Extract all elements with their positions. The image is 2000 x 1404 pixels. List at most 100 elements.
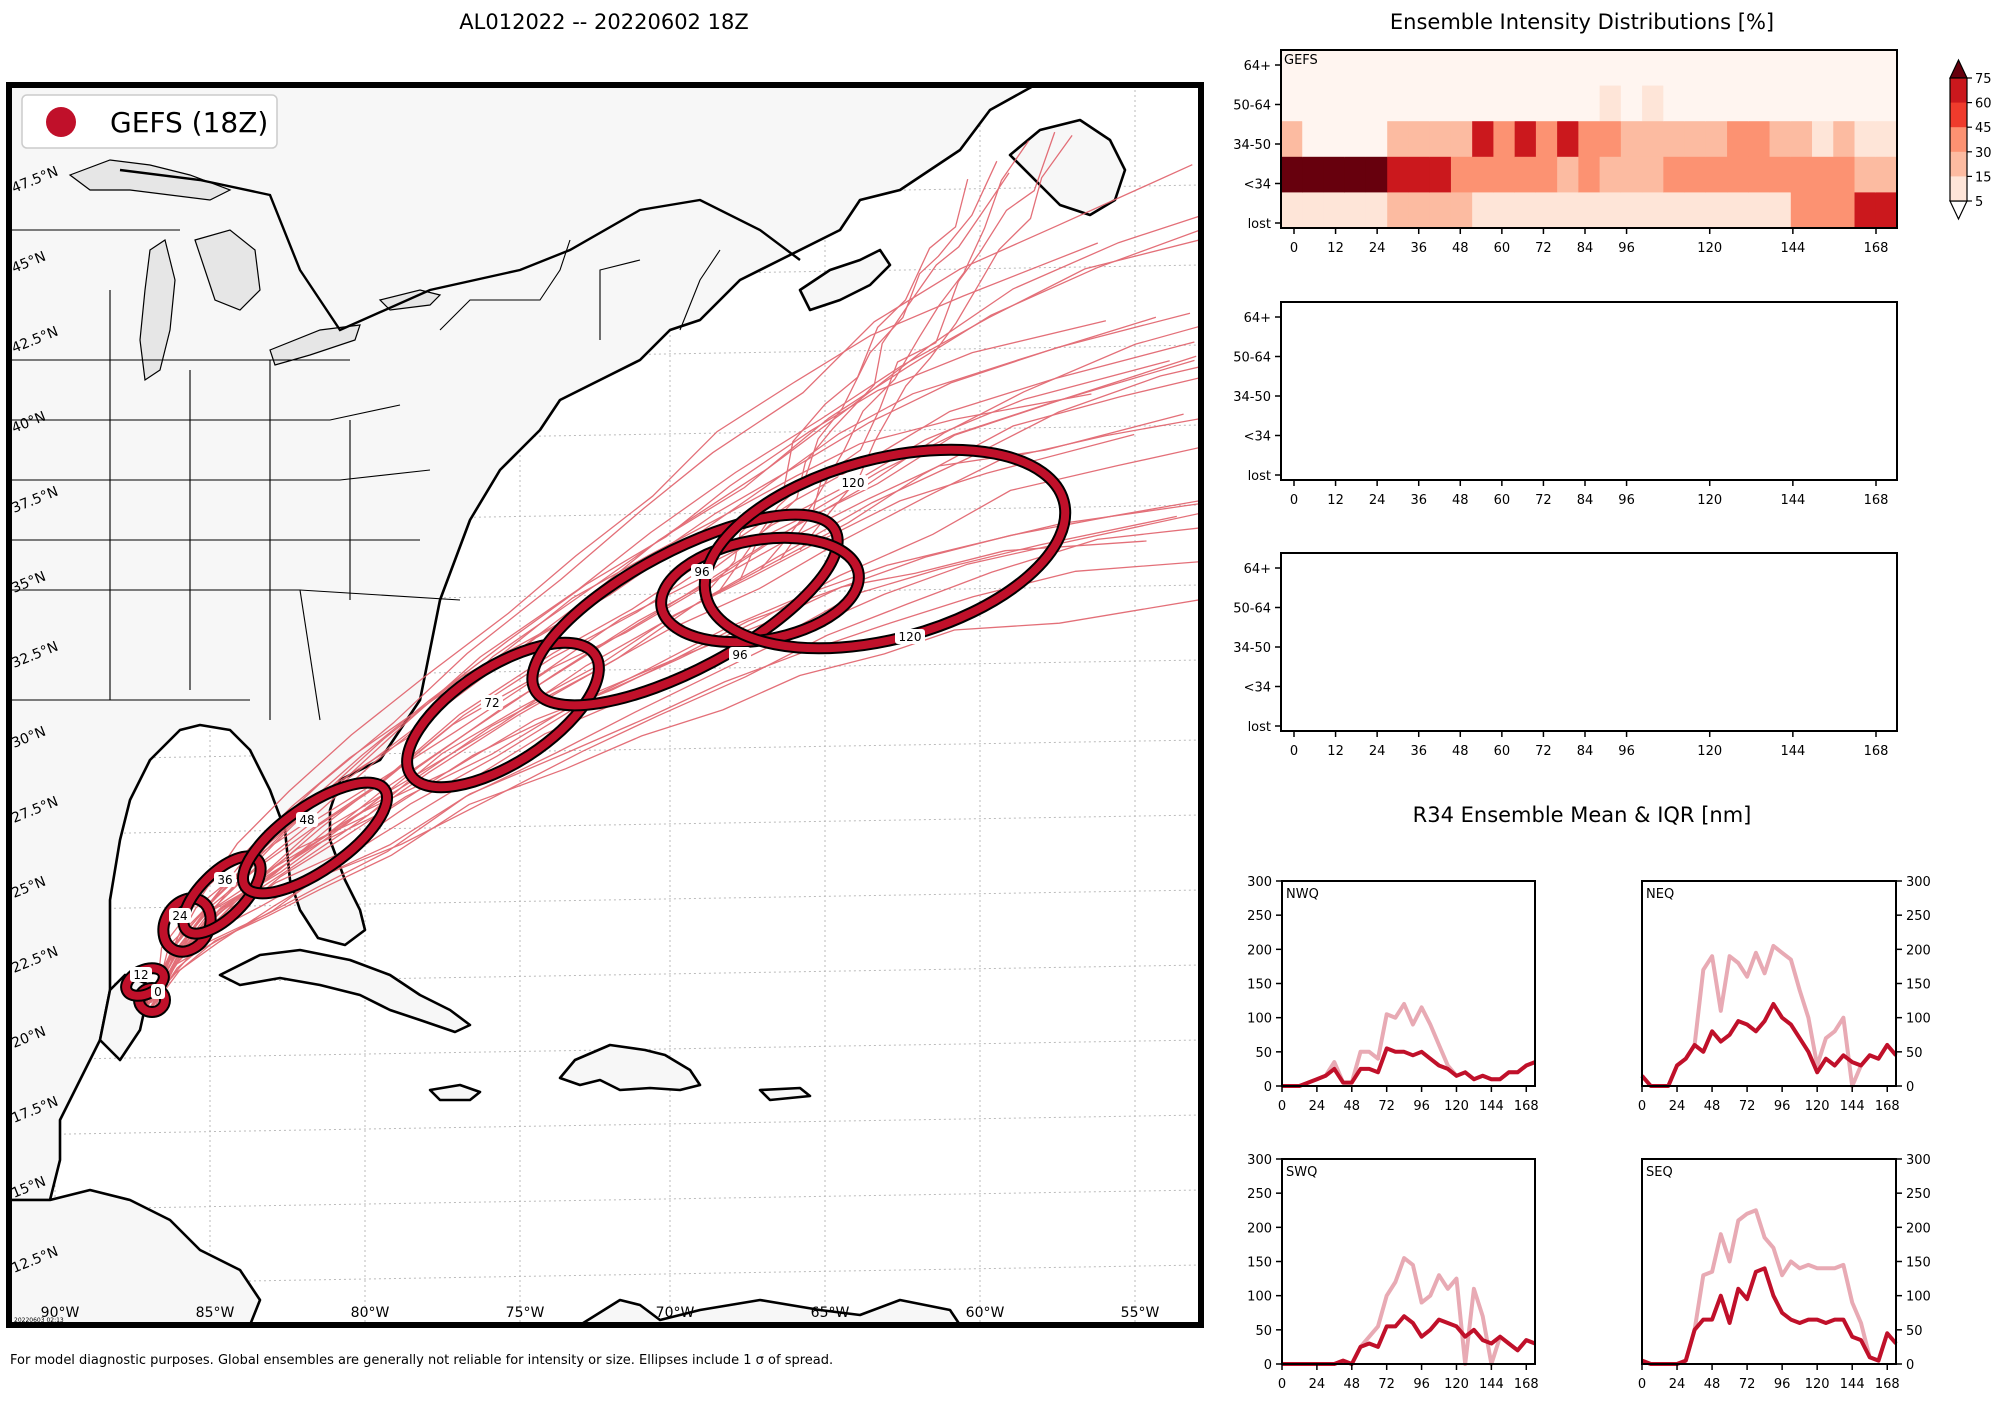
south-america-landmass: [578, 1298, 962, 1325]
heatmap-cell: [1812, 156, 1834, 193]
central-america-landmass: [9, 1188, 262, 1325]
mean-line: [1282, 1314, 1536, 1366]
intensity-panel: 64+ 50-64 34-50 <34 lost 0 12 24 36 48 60 72 84 96 120…: [1233, 301, 1898, 508]
y-tick-label: 300: [1906, 1153, 1931, 1168]
heatmap-cell: [1854, 192, 1877, 229]
heatmap-cell: [1620, 192, 1643, 229]
heatmap-cell: [1472, 121, 1494, 158]
heatmap-cell: [1281, 85, 1303, 122]
heatmap-cell: [1790, 85, 1813, 122]
heatmap-cell: [1387, 192, 1409, 229]
x-tick-label: 24: [1309, 1099, 1326, 1114]
heatmap-cell: [1663, 156, 1686, 193]
lon-label: 85°W: [196, 1305, 235, 1321]
x-tick-label: 48: [1344, 1099, 1361, 1114]
heatmap-cell: [1344, 85, 1367, 122]
lon-label: 70°W: [656, 1305, 695, 1321]
heatmap-cell: [1642, 192, 1664, 229]
heatmap-cell: [1578, 121, 1601, 158]
heatmap-cell: [1535, 121, 1558, 158]
x-tick-label: 48: [1704, 1099, 1721, 1114]
x-tick-label: 72: [1378, 1377, 1395, 1392]
heatmap-cell: [1875, 50, 1898, 87]
colorbar-segment: [1950, 102, 1967, 128]
heatmap-cell: [1472, 85, 1494, 122]
colorbar-tick-label: 5: [1975, 195, 1983, 210]
x-tick-label: 120: [1805, 1099, 1830, 1114]
y-category-label: 64+: [1244, 311, 1271, 326]
y-category-label: lost: [1248, 720, 1271, 735]
heatmap-cell: [1514, 50, 1537, 87]
x-tick-label: 144: [1840, 1377, 1865, 1392]
x-tick-label: 72: [1378, 1099, 1395, 1114]
x-tick-label: 24: [1369, 744, 1386, 759]
heatmap-cell: [1833, 85, 1856, 122]
y-category-label: <34: [1244, 681, 1271, 696]
intensity-title: Ensemble Intensity Distributions [%]: [1390, 10, 1774, 34]
iqr-line: [1282, 1256, 1536, 1366]
heatmap-cell: [1429, 121, 1452, 158]
x-tick-label: 96: [1413, 1099, 1430, 1114]
y-category-label: <34: [1244, 178, 1271, 193]
heatmap-cell: [1705, 121, 1728, 158]
svg-text:120: 120: [842, 476, 865, 490]
r34-panel: NWQ 0 50 100 150 200 250 300 0 24 48 72 96 120 144 168: [1247, 875, 1539, 1114]
footer-note: For model diagnostic purposes. Global en…: [10, 1353, 833, 1368]
heatmap-cell: [1812, 50, 1834, 87]
x-tick-label: 36: [1410, 493, 1427, 508]
y-category-label: 64+: [1244, 562, 1271, 577]
forecast-ellipse: [236, 776, 394, 900]
x-tick-label: 60: [1494, 744, 1511, 759]
ellipse-hour-label: 96: [729, 647, 751, 662]
y-category-label: 34-50: [1233, 138, 1271, 153]
svg-text:48: 48: [299, 813, 314, 827]
heatmap-cell: [1493, 85, 1516, 122]
heatmap-cell: [1790, 121, 1813, 158]
x-tick-label: 144: [1780, 493, 1805, 508]
uncertainty-ellipses: 0 12 24 36 48 72 96 96 120 120: [120, 443, 1072, 1018]
heatmap-cell: [1769, 156, 1792, 193]
svg-text:120: 120: [899, 630, 922, 644]
heatmap-cell: [1620, 121, 1643, 158]
ellipse-hour-label: 0: [151, 984, 165, 999]
y-tick-label: 50: [1906, 1046, 1923, 1061]
y-tick-label: 0: [1264, 1080, 1272, 1095]
heatmap-cell: [1769, 85, 1792, 122]
x-tick-label: 120: [1444, 1099, 1469, 1114]
ellipse-hour-label: 96: [691, 564, 713, 579]
heatmap-cell: [1727, 121, 1749, 158]
heatmap-cell: [1302, 85, 1324, 122]
heatmap-cell: [1408, 85, 1431, 122]
x-tick-label: 120: [1697, 744, 1722, 759]
heatmap-cell: [1429, 85, 1452, 122]
heatmap-cell: [1684, 156, 1707, 193]
heatmap-cell: [1812, 121, 1834, 158]
iqr-line: [1282, 1002, 1536, 1088]
cuba-island: [218, 948, 472, 1034]
ellipse-hour-label: 36: [214, 872, 236, 887]
heatmap-cell: [1323, 85, 1346, 122]
x-tick-label: 84: [1577, 744, 1594, 759]
lon-label: 65°W: [811, 1305, 850, 1321]
x-tick-label: 96: [1618, 493, 1635, 508]
forecast-ellipse: [177, 850, 267, 940]
heatmap-cell: [1514, 121, 1537, 158]
track-map: 0 12 24 36 48 72 96 96 120 120 GEFS (18Z) 90°W 85°…: [6, 82, 1204, 1328]
ellipse-hour-label: 48: [296, 812, 318, 827]
timestamp-stamp: 20220603 02:13: [14, 1317, 64, 1324]
heatmap-cell: [1578, 50, 1601, 87]
lon-label: 80°W: [351, 1305, 390, 1321]
heatmap-cell: [1365, 85, 1388, 122]
y-category-label: lost: [1248, 469, 1271, 484]
heatmap-cell: [1748, 121, 1771, 158]
map-title: AL012022 -- 20220602 18Z: [459, 10, 748, 34]
x-tick-label: 0: [1638, 1377, 1646, 1392]
x-tick-label: 120: [1697, 493, 1722, 508]
x-tick-label: 168: [1864, 241, 1889, 256]
y-category-label: lost: [1248, 217, 1271, 232]
colorbar-max-extend: [1949, 58, 1968, 79]
lon-label: 90°W: [41, 1305, 80, 1321]
x-tick-label: 144: [1479, 1099, 1504, 1114]
x-tick-label: 48: [1452, 744, 1469, 759]
heatmap-cell: [1302, 50, 1324, 87]
